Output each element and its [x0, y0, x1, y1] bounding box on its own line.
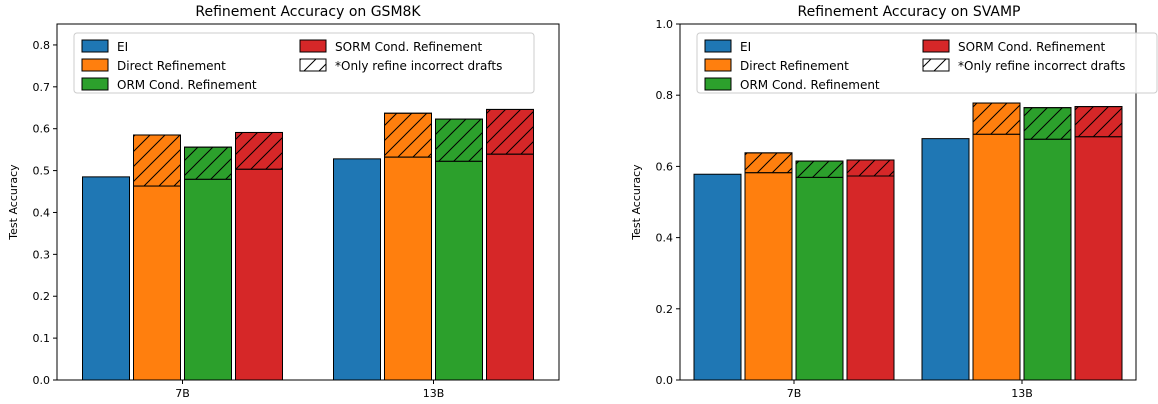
y-tick-label: 0.3 [33, 248, 51, 261]
bar [744, 172, 793, 381]
chart-gsm8k: Refinement Accuracy on GSM8K 0.0 0.1 0.2 0.3… [7, 4, 560, 400]
x-tick-label: 13B [1011, 387, 1033, 400]
y-axis-label: Test Accuracy [630, 164, 643, 241]
legend-label: ORM Cond. Refinement [117, 78, 257, 92]
y-tick-label: 0.2 [33, 290, 51, 303]
y-tick-label: 1.0 [656, 18, 674, 31]
refined-bar-hatch [235, 131, 283, 170]
bar [921, 138, 970, 381]
y-tick-label: 0.7 [33, 81, 51, 94]
legend-swatch [81, 39, 109, 53]
bar [133, 185, 181, 381]
plot-frame [679, 23, 1137, 381]
x-tick-label: 13B [423, 387, 445, 400]
legend-label: *Only refine incorrect drafts [335, 59, 502, 73]
legend-label: *Only refine incorrect drafts [958, 59, 1125, 73]
y-tick-label: 0.0 [656, 374, 674, 387]
refined-bar-hatch [184, 146, 232, 180]
legend-swatch [81, 77, 109, 91]
legend-label: ORM Cond. Refinement [740, 78, 880, 92]
bar [435, 160, 483, 381]
refined-bar-hatch [972, 102, 1021, 135]
refined-bar-hatch [795, 160, 844, 178]
bar [333, 158, 381, 381]
bar [235, 168, 283, 381]
bar [486, 153, 534, 381]
bar [846, 175, 895, 381]
bar [1074, 136, 1123, 381]
plot-frame [56, 23, 560, 381]
x-tick-label: 7B [787, 387, 802, 400]
y-tick-label: 0.5 [33, 165, 51, 178]
legend-swatch [299, 39, 327, 53]
legend-swatch-hatch [922, 58, 950, 72]
legend-swatch [704, 39, 732, 53]
chart-title: Refinement Accuracy on GSM8K [195, 4, 421, 20]
refined-bar-hatch [486, 108, 534, 155]
refined-bar-hatch [744, 152, 793, 174]
bar [1023, 138, 1072, 381]
refined-bar-hatch [846, 159, 895, 177]
refined-bar-hatch [384, 112, 432, 158]
legend-label: SORM Cond. Refinement [958, 40, 1106, 54]
y-tick-label: 0.1 [33, 332, 51, 345]
bar [693, 173, 742, 381]
bar [82, 176, 130, 381]
refined-bar-hatch [1074, 106, 1123, 138]
y-tick-label: 0.8 [656, 89, 674, 102]
y-tick-label: 0.6 [33, 123, 51, 136]
bar [384, 156, 432, 381]
chart-svamp: Refinement Accuracy on SVAMP 0.0 0.2 0.4 0.6… [630, 4, 1158, 400]
bar [972, 133, 1021, 381]
chart-title: Refinement Accuracy on SVAMP [797, 4, 1020, 20]
bar [795, 176, 844, 381]
legend-swatch [704, 58, 732, 72]
y-tick-label: 0.8 [33, 39, 51, 52]
y-axis-label: Test Accuracy [7, 164, 20, 241]
legend-label: EI [740, 40, 751, 54]
legend-swatch [704, 77, 732, 91]
legend-label: EI [117, 40, 128, 54]
refined-bar-hatch [1023, 107, 1072, 140]
y-tick-label: 0.4 [656, 232, 674, 245]
refined-bar-hatch [133, 134, 181, 187]
legend-swatch [81, 58, 109, 72]
y-tick-label: 0.0 [33, 374, 51, 387]
legend-swatch [922, 39, 950, 53]
legend-label: SORM Cond. Refinement [335, 40, 483, 54]
y-tick-label: 0.4 [33, 206, 51, 219]
refined-bar-hatch [435, 118, 483, 162]
y-tick-label: 0.6 [656, 160, 674, 173]
legend-label: Direct Refinement [740, 59, 849, 73]
bar [184, 178, 232, 381]
legend-label: Direct Refinement [117, 59, 226, 73]
x-tick-label: 7B [175, 387, 190, 400]
y-tick-label: 0.2 [656, 303, 674, 316]
legend-swatch-hatch [299, 58, 327, 72]
